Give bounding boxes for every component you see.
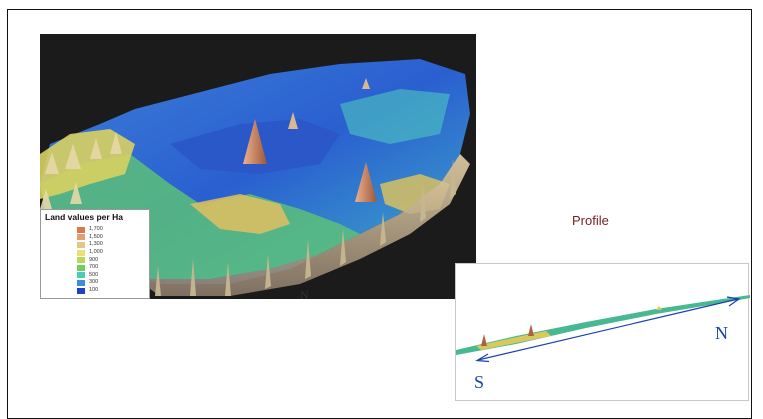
profile-bump bbox=[656, 306, 662, 310]
surface-yellow-left bbox=[40, 129, 135, 199]
profile-north-label: N bbox=[715, 323, 728, 343]
legend-label: 1,300 bbox=[89, 241, 103, 248]
profile-title: Profile bbox=[572, 213, 609, 228]
legend-swatch bbox=[77, 272, 85, 279]
legend-label: 100 bbox=[89, 287, 99, 294]
edge-spikes bbox=[155, 159, 456, 296]
legend-label: 300 bbox=[89, 279, 99, 286]
land-value-legend: Land values per Ha 1,700 1,500 1,300 1,0… bbox=[40, 209, 150, 299]
profile-view bbox=[455, 263, 750, 401]
peak-small-1 bbox=[288, 112, 298, 129]
profile-drawing bbox=[456, 295, 750, 363]
legend-swatch bbox=[77, 279, 85, 286]
legend-swatch bbox=[77, 234, 85, 241]
legend-swatch bbox=[77, 264, 85, 271]
legend-item: 300 bbox=[77, 279, 103, 287]
profile-direction-line bbox=[477, 298, 739, 361]
profile-peak-2 bbox=[528, 324, 534, 336]
legend-swatch bbox=[77, 287, 85, 294]
legend-label: 700 bbox=[89, 264, 99, 271]
legend-label: 1,000 bbox=[89, 249, 103, 256]
left-ridges bbox=[40, 132, 122, 209]
legend-item: 100 bbox=[77, 287, 103, 295]
profile-yellow-segment bbox=[476, 331, 551, 350]
profile-south-label: S bbox=[474, 372, 485, 392]
land-value-3d-map: Land values per Ha 1,700 1,500 1,300 1,0… bbox=[40, 34, 476, 299]
legend-title: Land values per Ha bbox=[45, 212, 123, 222]
arrowhead-south-icon bbox=[475, 353, 490, 363]
legend-item: 1,700 bbox=[77, 226, 103, 234]
peak-right bbox=[355, 162, 377, 202]
legend-label: 1,500 bbox=[89, 233, 103, 240]
legend-swatch bbox=[77, 257, 85, 264]
legend-item: 500 bbox=[77, 272, 103, 280]
peak-center bbox=[243, 119, 267, 164]
legend-label: 500 bbox=[89, 271, 99, 278]
legend-swatch bbox=[77, 226, 85, 233]
legend-label: 1,700 bbox=[89, 226, 103, 233]
legend-item: 700 bbox=[77, 264, 103, 272]
map-axis-label: N bbox=[300, 288, 309, 302]
legend-swatch bbox=[77, 249, 85, 256]
surface-yellow-center bbox=[190, 194, 290, 234]
legend-item: 1,000 bbox=[77, 249, 103, 257]
legend-item: 1,500 bbox=[77, 234, 103, 242]
surface-cyan-patch bbox=[340, 89, 450, 144]
arrowhead-north-icon bbox=[726, 296, 741, 307]
legend-item: 1,300 bbox=[77, 241, 103, 249]
peak-small-2 bbox=[362, 78, 370, 89]
legend-label: 900 bbox=[89, 256, 99, 263]
legend-list: 1,700 1,500 1,300 1,000 900 700 bbox=[77, 226, 103, 294]
profile-peak-1 bbox=[481, 334, 487, 346]
legend-item: 900 bbox=[77, 256, 103, 264]
legend-swatch bbox=[77, 241, 85, 248]
